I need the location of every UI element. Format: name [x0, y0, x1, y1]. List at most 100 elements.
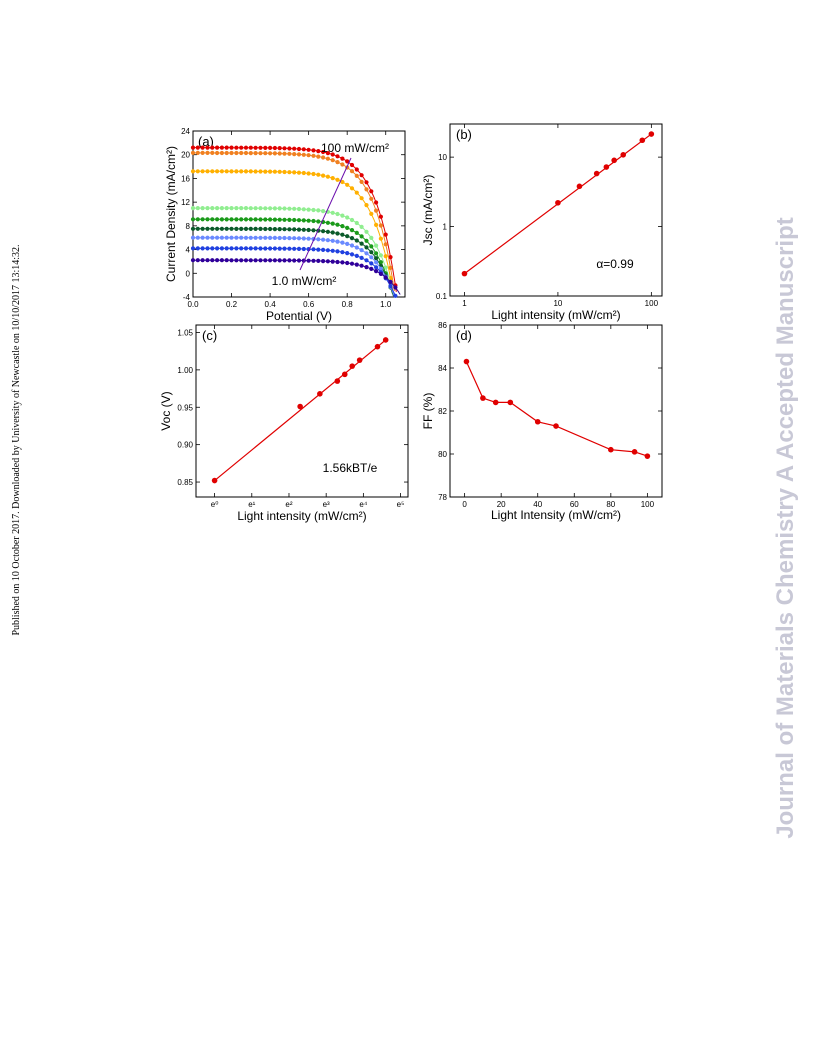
- panel-b-point: [639, 137, 646, 144]
- panel-a-point-7: [263, 246, 268, 251]
- panel-a-point-5: [306, 227, 311, 233]
- panel-a-series-7: [190, 246, 398, 298]
- panel-a-point-2: [335, 177, 340, 182]
- panel-b-point: [620, 152, 627, 158]
- panel-a-point-0: [234, 145, 239, 150]
- panel-a-point-7: [388, 283, 393, 289]
- panel-a-point-4: [277, 217, 282, 222]
- panel-a-point-3: [229, 206, 234, 211]
- panel-a-point-4: [282, 217, 287, 222]
- panel-a-point-2: [282, 169, 287, 175]
- panel-d: 0 20 40 60 80 100 78 80 82 84 86 (d) Light Intensity…: [421, 321, 663, 522]
- panel-a-point-8: [195, 258, 200, 263]
- panel-a-ytick-0-label: -4: [183, 293, 191, 302]
- panel-a-point-0: [364, 180, 369, 185]
- panel-a-point-2: [287, 170, 292, 175]
- panel-a-point-7: [219, 246, 224, 251]
- panel-d-xtick-2-label: 40: [533, 500, 542, 509]
- panel-a-point-5: [277, 227, 282, 232]
- panel-a-point-5: [345, 234, 350, 239]
- panel-a-point-1: [378, 223, 383, 228]
- panel-a-point-0: [263, 145, 268, 150]
- panel-a-annotation-high: 100 mW/cm²: [321, 141, 389, 155]
- panel-a-label: (a): [198, 134, 214, 149]
- panel-a-point-4: [301, 218, 306, 223]
- panel-a-point-2: [248, 169, 253, 174]
- panel-a-ytick-6-label: 20: [181, 151, 190, 160]
- panel-a-point-4: [248, 217, 253, 222]
- panel-a-point-1: [325, 156, 330, 161]
- panel-a-point-8: [243, 258, 249, 263]
- panel-a-point-5: [287, 227, 292, 232]
- panel-a-point-6: [345, 241, 350, 246]
- panel-a-point-2: [349, 186, 355, 191]
- panel-a-point-2: [383, 254, 388, 259]
- panel-a-point-0: [316, 149, 321, 154]
- panel-a-point-4: [258, 217, 263, 222]
- panel-a-point-0: [210, 145, 215, 150]
- panel-a-point-1: [383, 242, 388, 247]
- panel-a-series-6: [190, 235, 395, 297]
- panel-a-point-6: [287, 236, 292, 241]
- panel-a-point-8: [383, 275, 388, 280]
- panel-a: 0.0 0.2 0.4 0.6 0.8 1.0 -4 0 4 8 12 16 20 24 (a) Potent…: [164, 127, 406, 323]
- panel-c: e⁰ e¹ e² e³ e⁴ e⁵ 0.85 0.90 0.95 1.00 1.05 (c) Light…: [159, 324, 409, 523]
- panel-d-point: [553, 423, 559, 429]
- panel-a-point-6: [306, 236, 311, 241]
- panel-a-point-3: [330, 210, 335, 215]
- panel-a-point-8: [369, 266, 374, 271]
- panel-c-xtick-2-label: e²: [285, 500, 292, 509]
- panel-a-point-2: [321, 173, 326, 178]
- panel-a-point-7: [287, 246, 292, 251]
- panel-a-point-0: [301, 147, 306, 152]
- panel-a-point-8: [378, 271, 383, 276]
- panel-a-point-6: [268, 235, 273, 240]
- panel-d-ylabel: FF (%): [421, 393, 435, 430]
- panel-a-point-6: [210, 235, 215, 240]
- panel-c-point: [356, 357, 363, 363]
- panel-a-point-7: [316, 247, 321, 252]
- panel-a-point-1: [190, 150, 196, 155]
- panel-a-point-3: [224, 206, 229, 211]
- panel-a-point-0: [359, 173, 364, 178]
- panel-a-point-2: [359, 196, 364, 201]
- panel-a-point-1: [321, 155, 326, 160]
- panel-a-point-7: [359, 255, 364, 260]
- panel-a-point-3: [258, 206, 263, 211]
- panel-a-ytick-5-label: 16: [181, 174, 190, 183]
- panel-a-point-0: [215, 145, 220, 150]
- panel-a-point-1: [388, 265, 393, 270]
- panel-a-point-1: [210, 150, 215, 155]
- panel-a-point-8: [306, 258, 311, 263]
- panel-b-point: [555, 199, 561, 206]
- panel-a-point-5: [272, 227, 277, 232]
- panel-b-point: [593, 170, 600, 177]
- panel-a-point-8: [287, 258, 292, 263]
- panel-a-frame: [192, 130, 406, 298]
- panel-a-point-7: [330, 248, 335, 253]
- panel-b-xlabel: Light intensity (mW/cm²): [491, 308, 620, 322]
- panel-a-point-5: [243, 226, 249, 231]
- panel-a-point-4: [340, 224, 345, 229]
- panel-a-point-4: [311, 218, 316, 224]
- panel-a-point-0: [345, 159, 350, 164]
- panel-a-point-4: [364, 238, 369, 243]
- panel-a-point-3: [345, 215, 350, 220]
- panel-c-xlabel: Light intensity (mW/cm²): [237, 509, 366, 523]
- panel-a-point-1: [253, 151, 258, 156]
- panel-a-point-6: [239, 235, 244, 240]
- panel-a-point-5: [224, 226, 229, 231]
- panel-a-point-2: [369, 211, 374, 216]
- panel-a-point-7: [349, 252, 355, 257]
- panel-a-point-8: [321, 259, 326, 264]
- panel-b-ylabel: Jsc (mA/cm²): [421, 175, 435, 246]
- panel-a-point-5: [369, 250, 374, 255]
- panel-a-point-1: [369, 196, 374, 201]
- panel-a-point-3: [374, 243, 379, 248]
- panel-a-point-7: [215, 246, 220, 251]
- panel-a-point-2: [268, 169, 273, 174]
- panel-a-point-8: [325, 259, 330, 264]
- panel-a-point-5: [330, 230, 335, 235]
- panel-a-point-7: [243, 246, 249, 251]
- panel-a-point-5: [335, 231, 340, 236]
